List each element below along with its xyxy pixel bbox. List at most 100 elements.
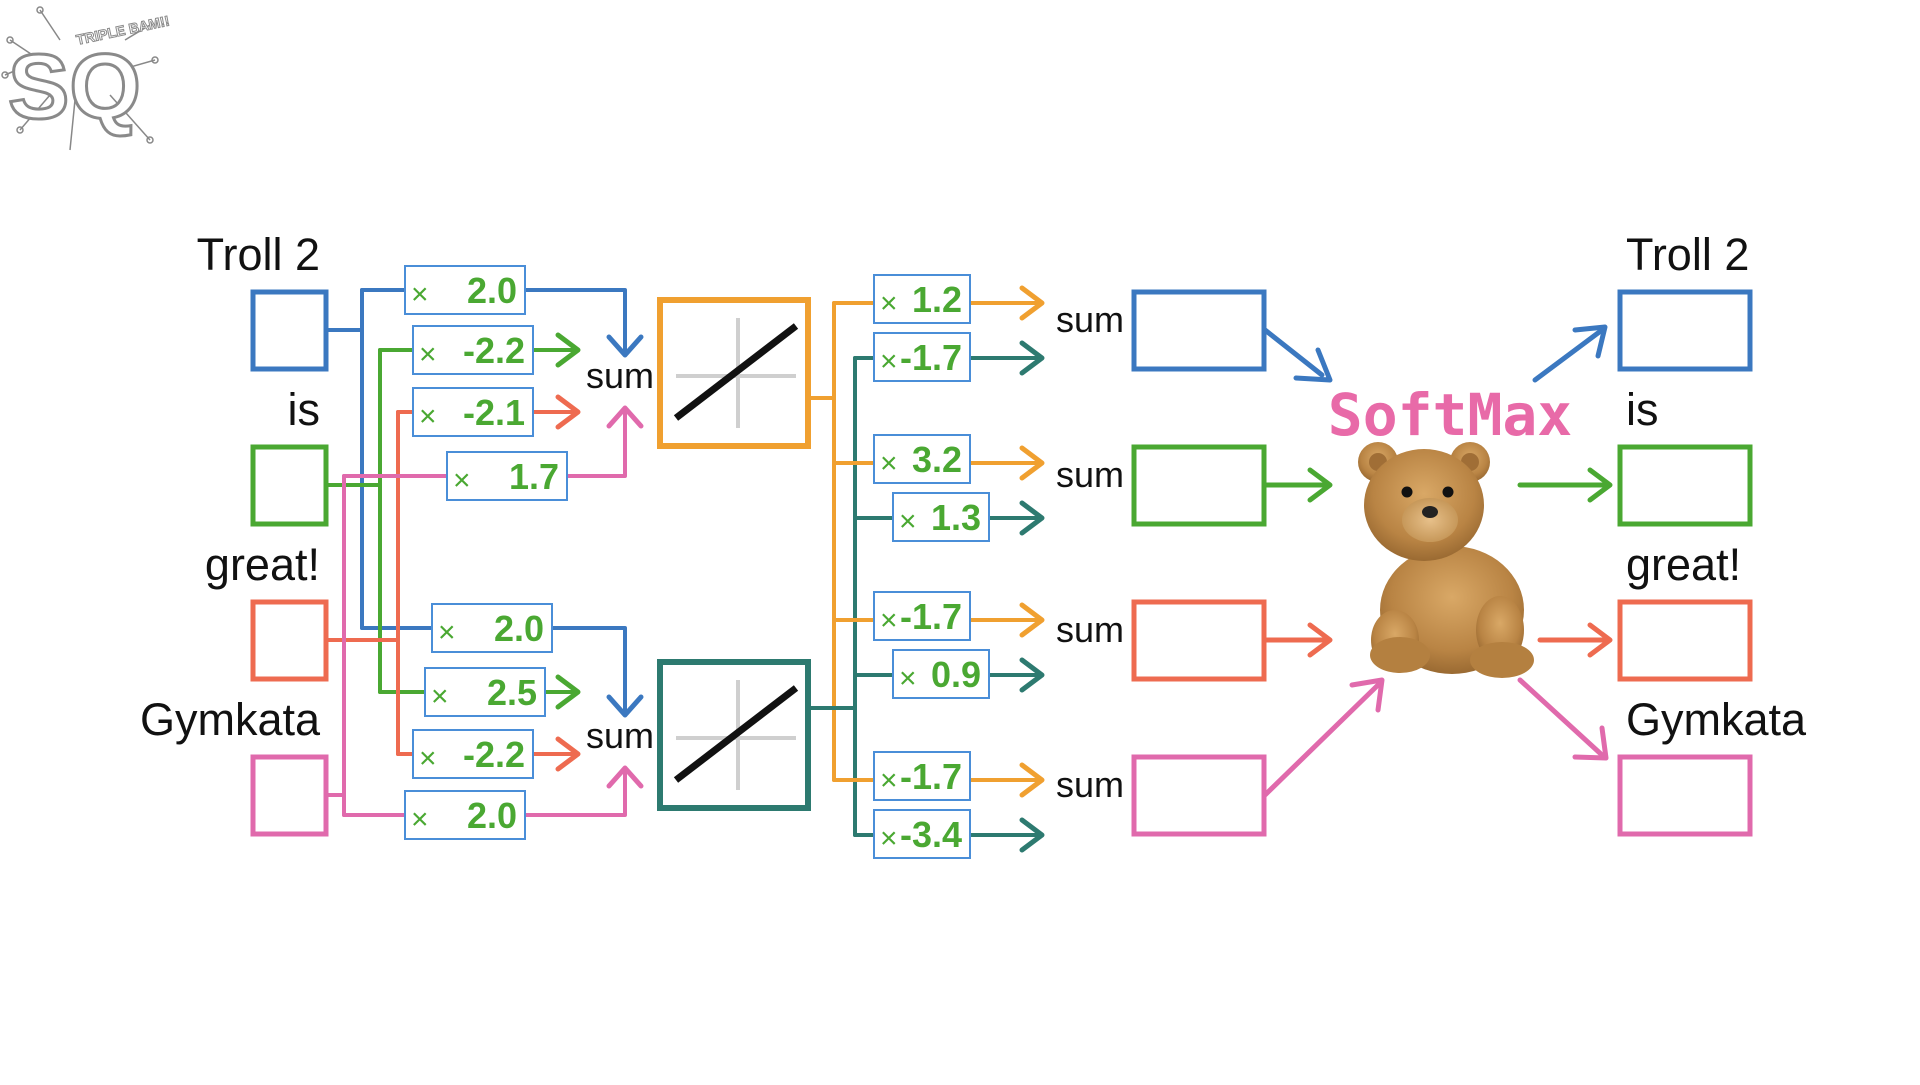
input-box-3 xyxy=(250,754,329,837)
arrow-head xyxy=(1572,324,1608,359)
weight-box-o2-0 xyxy=(873,332,971,382)
input-box-1 xyxy=(250,444,329,527)
statquest-logo: SQ TRIPLE BAM!! xyxy=(1,6,171,151)
node1-wire-3 xyxy=(342,408,627,478)
activation-node-1 xyxy=(657,297,811,449)
weight-value-n2-0: 2.0 xyxy=(494,608,544,649)
arrow-head xyxy=(1019,762,1045,798)
multiply-symbol: × xyxy=(453,464,471,497)
arrow-head xyxy=(606,765,644,789)
output-box-1 xyxy=(1617,444,1753,527)
weight-box-o2-2 xyxy=(892,649,990,699)
weight-value-n1-3: 1.7 xyxy=(509,456,559,497)
multiply-symbol: × xyxy=(411,278,429,311)
weight-value-n2-2: -2.2 xyxy=(463,734,525,775)
input-box-0 xyxy=(250,289,329,372)
multiply-symbol: × xyxy=(419,338,437,371)
arrow-head xyxy=(1019,285,1045,321)
output-sum-3: sum xyxy=(1056,764,1124,805)
weight-box-o1-2 xyxy=(873,591,971,641)
arrow-head xyxy=(555,736,581,772)
input-label-2: great! xyxy=(205,539,320,590)
multiply-symbol: × xyxy=(880,345,898,378)
weight-value-n2-1: 2.5 xyxy=(487,672,537,713)
weight-value-n2-3: 2.0 xyxy=(467,795,517,836)
weight-value-n1-0: 2.0 xyxy=(467,270,517,311)
weight-value-o1-3: -1.7 xyxy=(900,756,962,797)
hidden-sum-1: sum xyxy=(586,355,654,396)
output-label-0: Troll 2 xyxy=(1626,229,1749,280)
output-sum-box-1 xyxy=(1131,444,1267,527)
weight-value-o2-3: -3.4 xyxy=(900,814,962,855)
arrow-head xyxy=(1019,340,1045,376)
output-sum-box-3 xyxy=(1131,754,1267,837)
output-label-1: is xyxy=(1626,384,1659,435)
multiply-symbol: × xyxy=(419,400,437,433)
arrow-head xyxy=(1587,622,1613,658)
weight-box-n2-1 xyxy=(424,667,546,717)
to-softmax-0 xyxy=(1262,327,1325,378)
weight-value-o1-0: 1.2 xyxy=(912,279,962,320)
weight-box-n1-3 xyxy=(446,451,568,501)
output-sum-box-0 xyxy=(1131,289,1267,372)
arrow-head xyxy=(606,694,644,718)
output-box-2 xyxy=(1617,599,1753,682)
hidden2-bus xyxy=(806,356,857,710)
weight-box-o1-0 xyxy=(873,274,971,324)
weight-box-n1-0 xyxy=(404,265,526,315)
output-sum-2: sum xyxy=(1056,609,1124,650)
multiply-symbol: × xyxy=(880,764,898,797)
output-sum-1: sum xyxy=(1056,454,1124,495)
hidden-sum-2: sum xyxy=(586,715,654,756)
weight-value-n1-1: -2.2 xyxy=(463,330,525,371)
input-label-3: Gymkata xyxy=(140,694,321,745)
arrow-head xyxy=(1019,657,1045,693)
multiply-symbol: × xyxy=(411,803,429,836)
multiply-symbol: × xyxy=(880,447,898,480)
arrow-head xyxy=(1293,347,1333,383)
arrow-head xyxy=(1587,467,1613,503)
multiply-symbol: × xyxy=(880,287,898,320)
weight-box-n1-1 xyxy=(412,325,534,375)
arrow-head xyxy=(1019,500,1045,536)
multiply-symbol: × xyxy=(899,662,917,695)
output-box-3 xyxy=(1617,754,1753,837)
weight-box-n1-2 xyxy=(412,387,534,437)
input-label-1: is xyxy=(288,384,321,435)
node-labels: Troll 2 is great! Gymkata × 2.0 × -2.2 × -2.1 × 1.7… xyxy=(140,229,1807,855)
weight-box-o2-3 xyxy=(873,809,971,859)
arrow-head xyxy=(555,674,581,710)
arrow-head xyxy=(1019,445,1045,481)
multiply-symbol: × xyxy=(899,505,917,538)
weight-value-n1-2: -2.1 xyxy=(463,392,525,433)
arrow-head xyxy=(1019,817,1045,853)
arrow-head xyxy=(555,332,581,368)
output-box-0 xyxy=(1617,289,1753,372)
arrow-head xyxy=(1307,467,1333,503)
weight-box-o1-1 xyxy=(873,434,971,484)
input-label-0: Troll 2 xyxy=(197,229,320,280)
weight-box-n2-3 xyxy=(404,790,526,840)
output-sum-box-2 xyxy=(1131,599,1267,682)
arrow-head xyxy=(1307,622,1333,658)
multiply-symbol: × xyxy=(431,680,449,713)
weight-value-o2-0: -1.7 xyxy=(900,337,962,378)
output-sum-0: sum xyxy=(1056,299,1124,340)
output-label-2: great! xyxy=(1626,539,1741,590)
weight-value-o2-2: 0.9 xyxy=(931,654,981,695)
identity-activation-icon xyxy=(673,680,799,790)
softmax-title: SoftMax xyxy=(1328,381,1572,449)
teddy-bear-icon xyxy=(1358,442,1534,678)
arrow-head xyxy=(1019,602,1045,638)
weight-box-n2-0 xyxy=(431,603,553,653)
node-boxes xyxy=(250,265,1753,859)
from-softmax-3 xyxy=(1517,677,1605,758)
arrow-head xyxy=(606,334,644,358)
arrow-head xyxy=(606,405,644,429)
weight-box-n2-2 xyxy=(412,729,534,779)
output-label-3: Gymkata xyxy=(1626,694,1807,745)
weight-box-o1-3 xyxy=(873,751,971,801)
multiply-symbol: × xyxy=(438,616,456,649)
